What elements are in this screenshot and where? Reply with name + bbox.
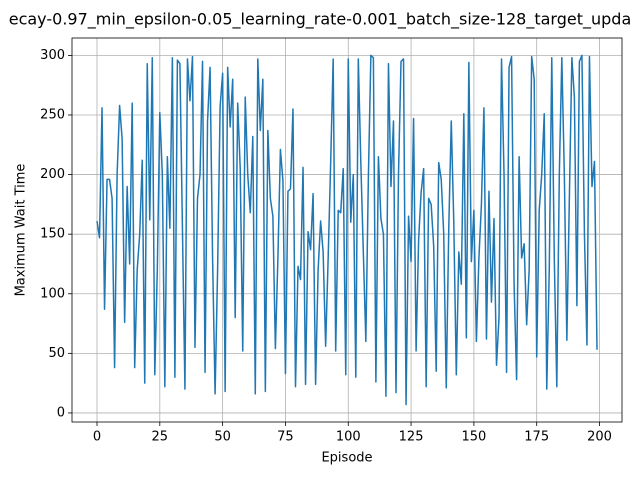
y-tick-label: 0 <box>57 405 65 420</box>
y-axis-label: Maximum Wait Time <box>14 164 29 297</box>
y-tick-label: 200 <box>40 167 65 182</box>
x-tick-label: 0 <box>93 430 101 445</box>
axes-frame <box>71 37 623 423</box>
x-axis-label: Episode <box>321 451 372 466</box>
y-tick-label: 250 <box>40 107 65 122</box>
y-tick-label: 150 <box>40 227 65 242</box>
y-tick-label: 100 <box>40 286 65 301</box>
data-line <box>96 54 598 406</box>
x-tick-label: 50 <box>214 430 231 445</box>
plot <box>96 54 598 406</box>
x-tick-label: 25 <box>152 430 169 445</box>
x-tick-label: 150 <box>461 430 486 445</box>
x-tick-label: 75 <box>277 430 294 445</box>
y-tick-label: 50 <box>48 346 65 361</box>
x-tick-label: 200 <box>587 430 612 445</box>
x-tick-label: 100 <box>336 430 361 445</box>
y-tick-label: 300 <box>40 48 65 63</box>
x-tick-label: 175 <box>524 430 549 445</box>
chart-title: ecay-0.97_min_epsilon-0.05_learning_rate… <box>9 10 632 30</box>
x-tick-label: 125 <box>399 430 424 445</box>
